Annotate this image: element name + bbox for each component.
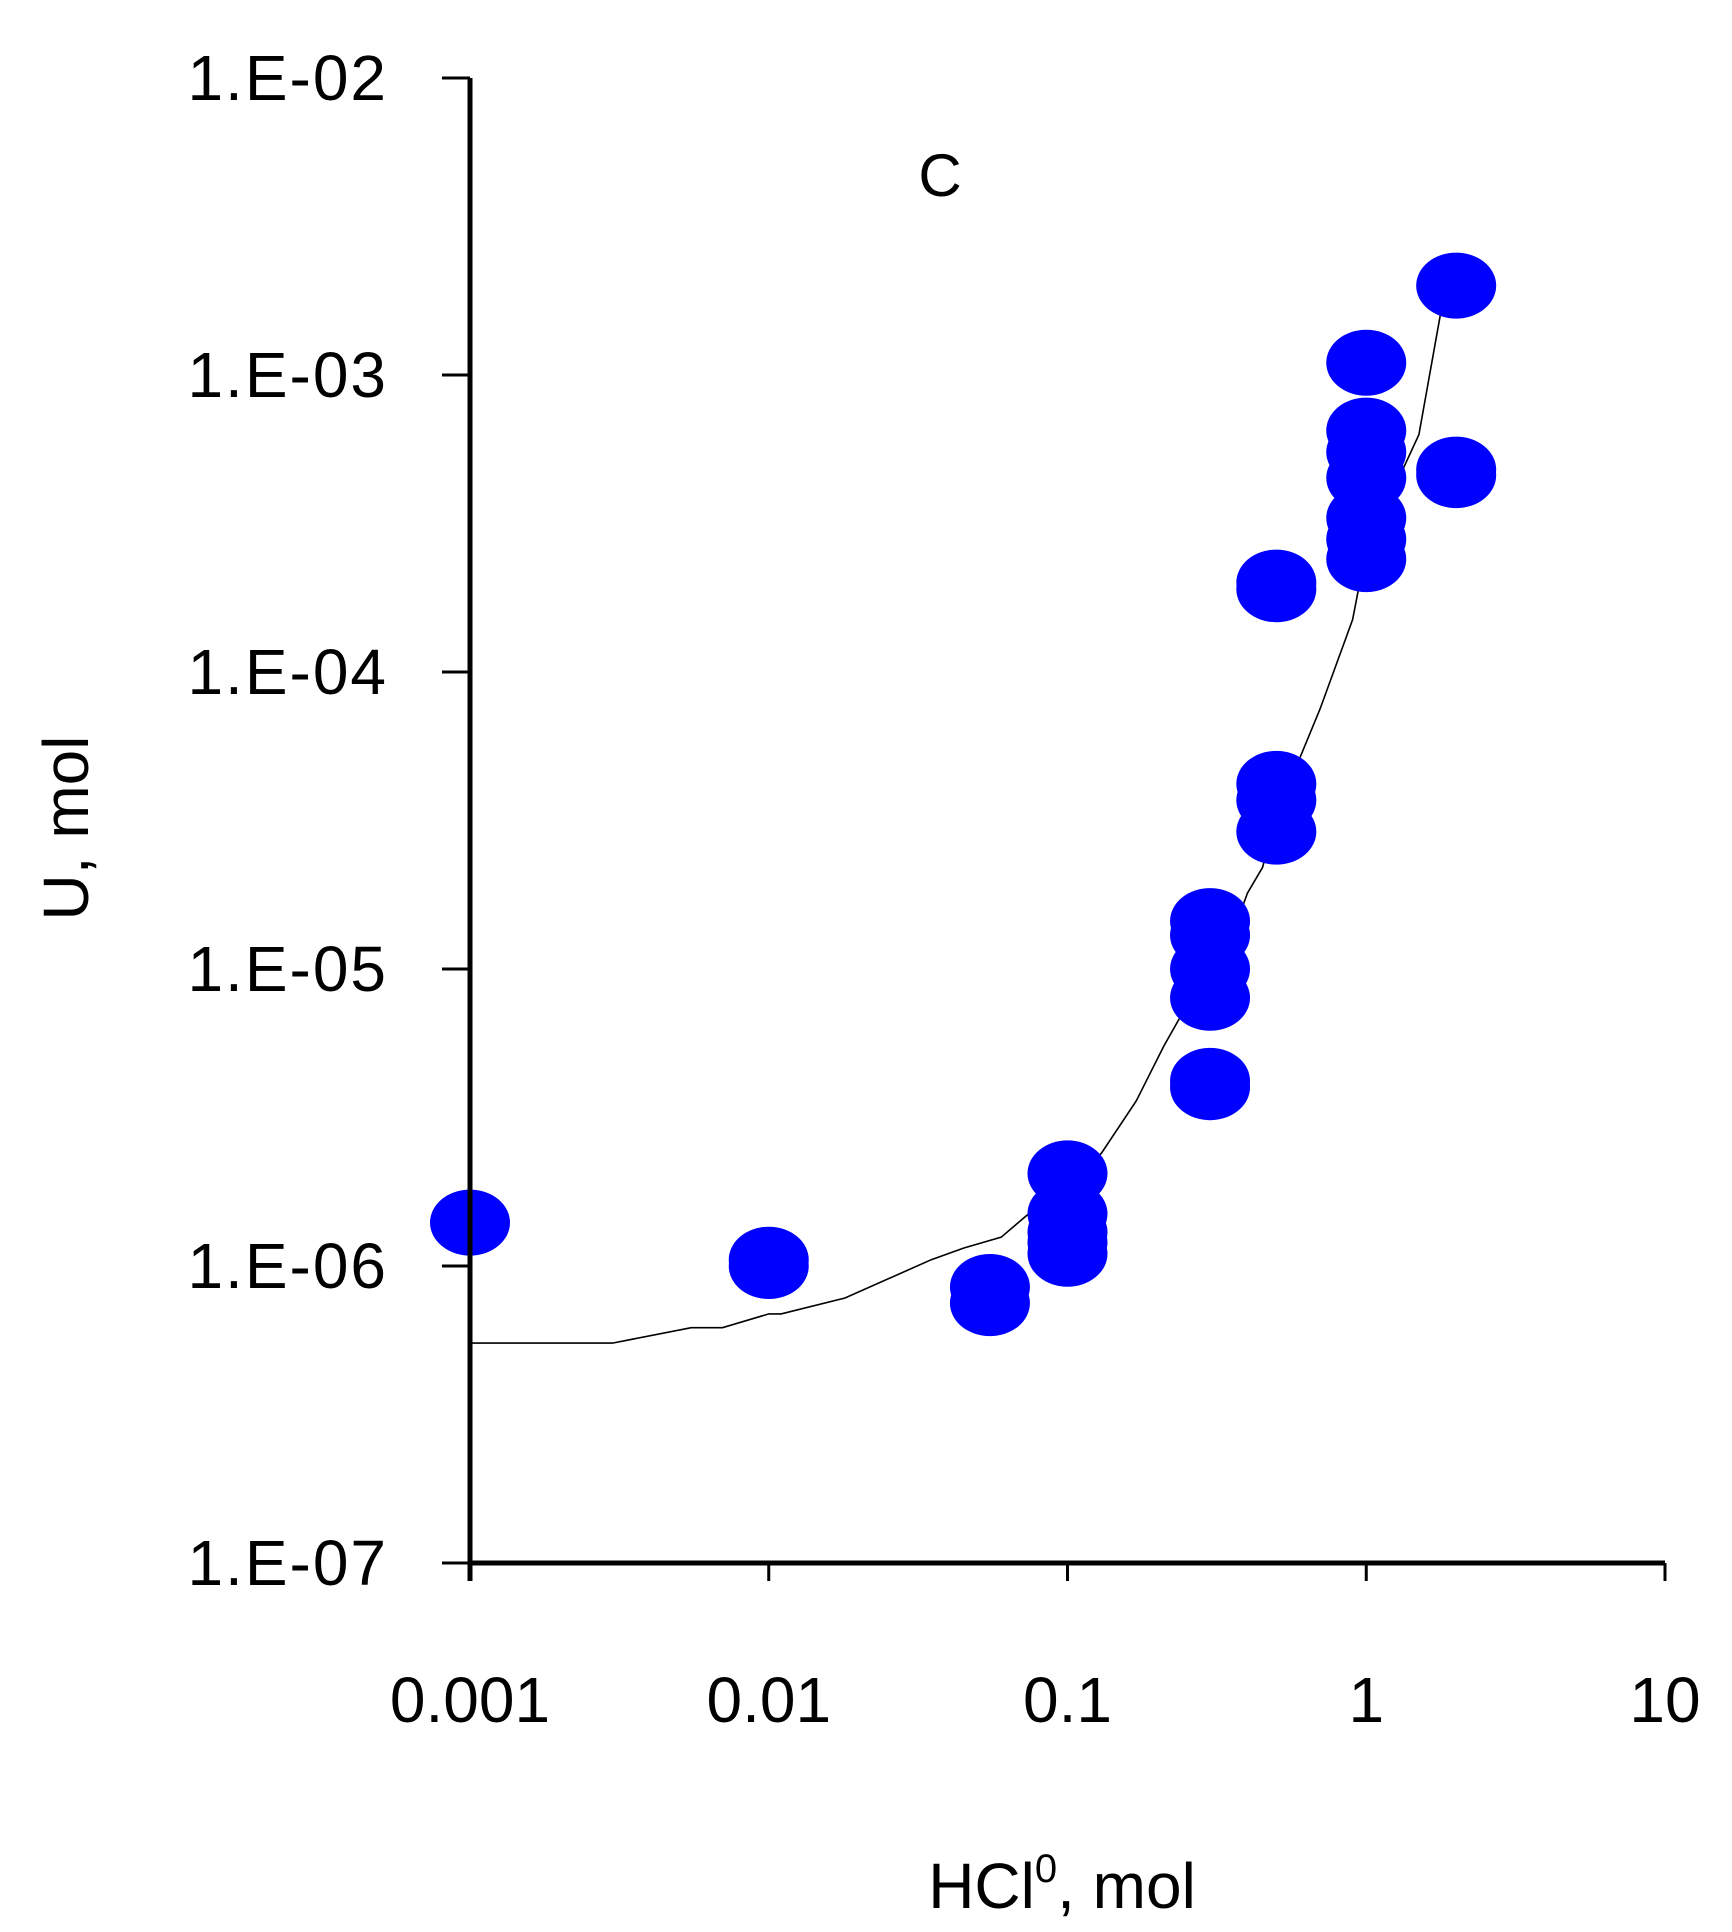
fit-line-layer (470, 302, 1444, 1344)
y-tick-label: 1.E-07 (187, 1527, 388, 1599)
y-tick-labels: 1.E-07 1.E-06 1.E-05 1.E-04 1.E-03 1.E-02 (187, 42, 388, 1599)
y-axis-title: U, mol (30, 736, 102, 921)
x-tick-labels: 0.001 0.01 0.1 1 10 (390, 1664, 1701, 1736)
data-point (728, 1233, 809, 1299)
panel-label: C (918, 142, 961, 209)
data-point (1416, 252, 1497, 319)
data-point (1236, 798, 1317, 865)
x-tick-label: 0.001 (390, 1664, 550, 1736)
fit-line (470, 302, 1444, 1344)
x-axis-title-suffix: , mol (1057, 1850, 1196, 1922)
x-axis-title-main: HCl (928, 1850, 1035, 1922)
data-point (1326, 526, 1407, 593)
x-axis-title: HCl0, mol (928, 1847, 1196, 1922)
y-tick-label: 1.E-03 (187, 339, 388, 411)
data-point (1416, 442, 1497, 509)
data-point (949, 1270, 1030, 1337)
data-point (1170, 1054, 1251, 1121)
y-tick-label: 1.E-05 (187, 933, 388, 1005)
y-tick-label: 1.E-06 (187, 1230, 388, 1302)
data-point (1027, 1220, 1108, 1287)
axes (442, 76, 1667, 1581)
x-tick-label: 1 (1348, 1664, 1384, 1736)
x-tick-label: 10 (1629, 1664, 1700, 1736)
x-axis-title-superscript: 0 (1035, 1847, 1057, 1891)
data-point (1170, 964, 1251, 1031)
x-tick-label: 0.1 (1023, 1664, 1112, 1736)
data-point (1326, 329, 1407, 396)
y-tick-label: 1.E-02 (187, 42, 388, 114)
data-points-layer (430, 252, 1497, 1337)
x-tick-label: 0.01 (706, 1664, 831, 1736)
data-point (1236, 556, 1317, 623)
y-tick-label: 1.E-04 (187, 636, 388, 708)
